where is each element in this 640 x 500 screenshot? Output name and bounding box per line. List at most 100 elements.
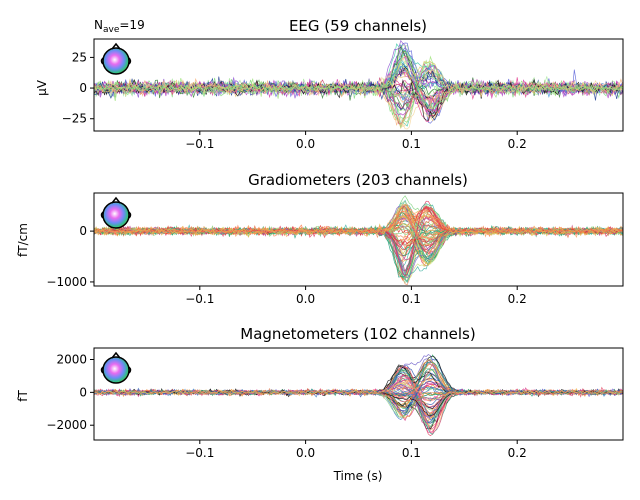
channel-trace <box>93 355 624 395</box>
channel-trace <box>94 210 624 282</box>
channel-trace <box>93 373 624 421</box>
x-tick-label: 0.2 <box>508 137 527 151</box>
channel-trace <box>93 389 624 427</box>
x-tick-label: 0.1 <box>402 446 421 460</box>
eeg-ticks: −0.1 0.0 0.1 0.2 −25 0 25 <box>62 50 527 151</box>
channel-trace <box>93 390 624 424</box>
x-tick-label: 0.2 <box>508 446 527 460</box>
head-outline <box>102 356 130 384</box>
channel-trace <box>93 228 624 279</box>
channel-trace <box>93 358 624 417</box>
channel-trace <box>93 203 624 248</box>
grad-title: Gradiometers (203 channels) <box>248 171 468 189</box>
x-tick-label: −0.1 <box>185 137 214 151</box>
channel-trace <box>93 206 624 267</box>
channel-trace <box>93 212 624 266</box>
channel-trace <box>93 220 624 263</box>
channel-trace <box>93 362 623 395</box>
y-tick-label: 2000 <box>56 353 87 367</box>
eeg-sensor-head-icon <box>100 42 132 75</box>
y-tick-label: 0 <box>79 224 87 238</box>
channel-trace <box>93 205 624 248</box>
magnetometer-panel: Magnetometers (102 channels) fT −0.1 0.0 0… <box>16 325 624 483</box>
grad-sensor-head-icon <box>100 196 132 229</box>
mag-xlabel: Time (s) <box>333 469 383 483</box>
head-outline <box>102 47 130 75</box>
nave-annotation: Nave=19 <box>94 18 145 35</box>
eeg-ylabel: µV <box>35 79 49 96</box>
channel-trace <box>93 215 624 266</box>
channel-trace <box>93 206 624 284</box>
channel-trace <box>93 223 624 267</box>
channel-trace <box>93 57 624 97</box>
mag-axes-frame <box>93 347 624 441</box>
x-tick-label: 0.0 <box>296 446 315 460</box>
x-tick-label: 0.2 <box>508 292 527 306</box>
channel-trace <box>93 377 624 398</box>
channel-trace <box>93 43 624 107</box>
grad-axes-frame <box>93 192 624 287</box>
head-ears <box>100 366 132 374</box>
channel-trace <box>93 379 624 414</box>
channel-trace <box>93 359 624 407</box>
channel-trace <box>93 374 624 433</box>
channel-trace <box>93 206 624 281</box>
y-tick-label: −2000 <box>46 418 87 432</box>
channel-trace <box>93 80 624 108</box>
x-tick-label: 0.0 <box>296 137 315 151</box>
mag-sensor-head-icon <box>100 351 132 384</box>
channel-trace <box>93 367 624 395</box>
x-tick-label: 0.1 <box>402 292 421 306</box>
channel-trace <box>93 389 624 425</box>
channel-trace <box>93 377 624 431</box>
grad-ticks: −0.1 0.0 0.1 0.2 −1000 0 <box>46 224 526 306</box>
channel-trace <box>93 51 624 110</box>
mag-traces <box>93 354 624 437</box>
channel-trace <box>93 365 624 414</box>
channel-trace <box>93 55 624 103</box>
channel-trace <box>93 383 624 413</box>
channel-trace <box>93 206 624 274</box>
x-tick-label: 0.1 <box>402 137 421 151</box>
eeg-title: EEG (59 channels) <box>289 17 427 35</box>
x-tick-label: −0.1 <box>185 292 214 306</box>
channel-trace <box>93 64 624 127</box>
channel-trace <box>93 69 624 124</box>
channel-trace <box>93 217 624 271</box>
channel-trace <box>93 365 624 435</box>
channel-trace <box>93 354 624 407</box>
channel-trace <box>93 229 624 286</box>
channel-trace <box>93 205 624 277</box>
channel-trace <box>93 363 624 403</box>
eeg-traces <box>93 39 624 130</box>
channel-trace <box>93 226 624 284</box>
channel-trace <box>93 361 624 395</box>
mag-ylabel: fT <box>16 390 30 402</box>
head-ears <box>100 57 132 65</box>
eeg-axes-frame <box>93 38 624 132</box>
eeg-panel: EEG (59 channels) Nave=19 µV −0.1 0.0 0.1 0… <box>35 17 624 151</box>
channel-trace <box>93 381 624 414</box>
channel-trace <box>93 214 624 272</box>
head-nose <box>111 351 121 359</box>
channel-trace <box>93 366 624 401</box>
head-outline <box>102 201 130 229</box>
x-tick-label: −0.1 <box>185 446 214 460</box>
grad-traces <box>93 195 624 286</box>
channel-trace <box>93 369 624 430</box>
head-nose <box>111 42 121 50</box>
y-tick-label: 25 <box>72 50 87 64</box>
gradiometer-panel: Gradiometers (203 channels) fT/cm −0.1 0.… <box>16 171 624 306</box>
channel-trace <box>93 389 624 424</box>
channel-trace <box>93 377 624 434</box>
channel-trace <box>93 366 624 430</box>
channel-trace <box>93 383 624 418</box>
channel-trace <box>93 381 624 422</box>
y-tick-label: 0 <box>79 81 87 95</box>
mag-title: Magnetometers (102 channels) <box>240 325 475 343</box>
channel-trace <box>93 46 624 108</box>
channel-trace <box>93 201 624 242</box>
channel-trace <box>93 374 624 400</box>
channel-trace <box>93 358 624 396</box>
